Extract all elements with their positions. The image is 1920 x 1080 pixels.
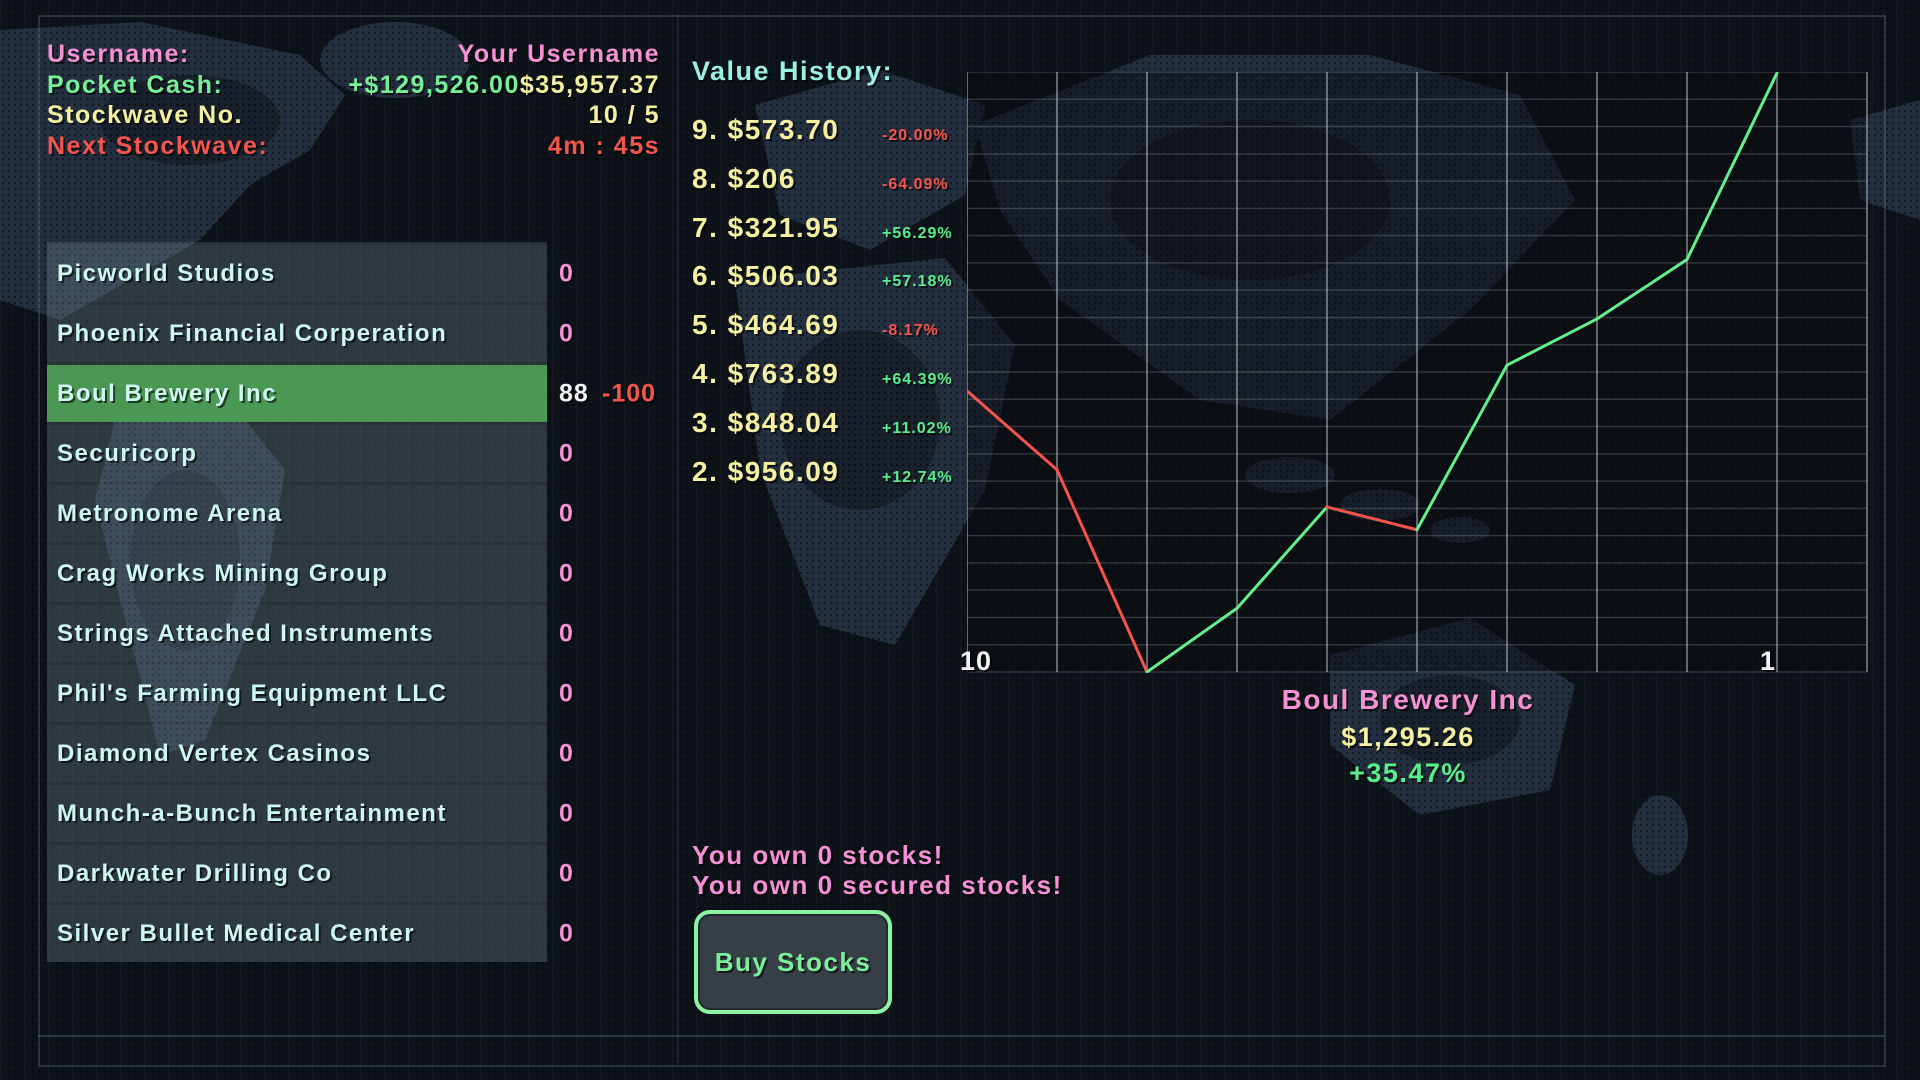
company-row[interactable]: Boul Brewery Inc 88 -100 — [47, 365, 655, 422]
chart-company-name: Boul Brewery Inc — [1281, 684, 1535, 715]
stock-chart — [967, 72, 1868, 673]
history-percent: +64.39% — [882, 370, 953, 388]
owned-stocks-text: You own 0 stocks! — [692, 840, 944, 870]
owned-count: 0 — [559, 919, 574, 947]
x-axis-label-left: 10 — [960, 646, 993, 676]
company-row[interactable]: Crag Works Mining Group 0 — [47, 545, 573, 602]
player-info-panel: Username: Your Username Pocket Cash: +$1… — [47, 40, 660, 162]
company-row[interactable]: Strings Attached Instruments 0 — [47, 605, 573, 662]
company-name: Phoenix Financial Corperation — [57, 319, 448, 347]
company-name: Phil's Farming Equipment LLC — [57, 679, 448, 707]
company-row[interactable]: Securicorp 0 — [47, 425, 573, 482]
company-name: Strings Attached Instruments — [57, 619, 435, 647]
owned-count: 0 — [559, 679, 574, 707]
chart-segment-up — [1595, 258, 1689, 321]
history-percent: +12.74% — [882, 468, 953, 486]
username-value: Your Username — [457, 40, 660, 68]
history-percent: +11.02% — [882, 419, 952, 437]
company-row[interactable]: Phil's Farming Equipment LLC 0 — [47, 665, 573, 722]
chart-current-value: $1,295.26 — [1341, 722, 1475, 752]
history-percent: -20.00% — [882, 127, 949, 144]
history-price: 6. $506.03 — [692, 260, 840, 292]
owned-secured-stocks-text: You own 0 secured stocks! — [692, 870, 1063, 900]
company-row[interactable]: Picworld Studios 0 — [47, 245, 573, 302]
value-history-entry: 2. $956.09 +12.74% — [692, 456, 992, 505]
chart-segment-down — [967, 389, 1059, 472]
chart-segment-up — [1505, 317, 1599, 367]
next-stockwave-label: Next Stockwave: — [47, 131, 269, 160]
company-name: Crag Works Mining Group — [57, 559, 389, 587]
value-history-entry: 8. $206 -64.09% — [692, 163, 992, 212]
stock-chart-svg — [967, 72, 1868, 673]
owned-count: 0 — [559, 319, 574, 347]
history-price: 3. $848.04 — [692, 406, 840, 438]
history-price: 8. $206 — [692, 162, 796, 194]
pocket-cash-row: Pocket Cash: +$129,526.00$35,957.37 — [47, 71, 660, 102]
value-history-entry: 7. $321.95 +56.29% — [692, 212, 992, 261]
pocket-cash-values: +$129,526.00$35,957.37 — [348, 71, 660, 100]
history-percent: +57.18% — [882, 273, 953, 291]
company-name: Metronome Arena — [57, 499, 283, 527]
owned-count: 0 — [559, 439, 574, 467]
owned-count: 0 — [559, 499, 574, 527]
stockwave-row: Stockwave No. 10 / 5 — [47, 101, 660, 132]
username-row: Username: Your Username — [47, 40, 660, 71]
history-price: 4. $763.89 — [692, 357, 840, 389]
value-history-entry: 9. $573.70 -20.00% — [692, 114, 992, 163]
history-percent: -64.09% — [882, 175, 949, 193]
company-row[interactable]: Phoenix Financial Corperation 0 — [47, 305, 573, 362]
stockwave-value: 10 / 5 — [588, 101, 660, 129]
company-name: Diamond Vertex Casinos — [57, 739, 372, 767]
company-name: Boul Brewery Inc — [57, 379, 278, 407]
owned-count: 0 — [559, 559, 574, 587]
next-stockwave-row: Next Stockwave: 4m : 45s — [47, 132, 660, 163]
chart-segment-down — [1055, 468, 1149, 673]
value-history-entry: 5. $464.69 -8.17% — [692, 309, 992, 358]
owned-count: 0 — [559, 619, 574, 647]
company-row[interactable]: Metronome Arena 0 — [47, 485, 573, 542]
value-history-list: 9. $573.70 -20.00% 8. $206 -64.09% 7. $321.9… — [692, 114, 992, 504]
x-axis-label-right: 1 — [1760, 646, 1777, 676]
company-list: Picworld Studios 0 Phoenix Financial Corpe… — [47, 245, 655, 965]
chart-segment-up — [1685, 72, 1779, 262]
pocket-cash-delta: +$129,526.00 — [348, 70, 520, 99]
company-name: Picworld Studios — [57, 259, 276, 287]
username-label: Username: — [47, 40, 190, 68]
history-percent: -8.17% — [882, 322, 939, 340]
owned-count: 0 — [559, 799, 574, 827]
company-row[interactable]: Diamond Vertex Casinos 0 — [47, 725, 573, 782]
chart-segment-down — [1325, 505, 1419, 532]
value-history-entry: 3. $848.04 +11.02% — [692, 407, 992, 456]
company-name: Silver Bullet Medical Center — [57, 919, 416, 947]
company-row[interactable]: Silver Bullet Medical Center 0 — [47, 905, 573, 962]
owned-count: 0 — [559, 259, 574, 287]
owned-count: 0 — [559, 739, 574, 767]
owned-count: 0 — [559, 859, 574, 887]
company-row[interactable]: Darkwater Drilling Co 0 — [47, 845, 573, 902]
company-name: Darkwater Drilling Co — [57, 859, 333, 887]
company-name: Securicorp — [57, 439, 198, 467]
history-percent: +56.29% — [882, 224, 953, 242]
chart-segment-up — [1235, 505, 1329, 610]
owned-delta: -100 — [602, 379, 657, 407]
buy-stocks-button[interactable]: Buy Stocks — [694, 910, 892, 1014]
value-history-entry: 6. $506.03 +57.18% — [692, 260, 992, 309]
history-price: 7. $321.95 — [692, 211, 840, 243]
chart-segment-up — [1415, 363, 1509, 532]
history-price: 5. $464.69 — [692, 309, 840, 341]
history-price: 9. $573.70 — [692, 114, 840, 145]
history-price: 2. $956.09 — [692, 455, 840, 487]
owned-count: 88 — [559, 379, 589, 407]
chart-footer: Boul Brewery Inc $1,295.26 +35.47% — [1180, 684, 1636, 789]
pocket-cash-value: $35,957.37 — [519, 70, 660, 99]
next-stockwave-value: 4m : 45s — [547, 131, 660, 160]
company-name: Munch-a-Bunch Entertainment — [57, 799, 447, 827]
value-history-title: Value History: — [692, 56, 894, 86]
value-history-entry: 4. $763.89 +64.39% — [692, 358, 992, 407]
stockwave-label: Stockwave No. — [47, 101, 243, 129]
pocket-cash-label: Pocket Cash: — [47, 70, 224, 99]
chart-percent-change: +35.47% — [1349, 758, 1467, 788]
company-row[interactable]: Munch-a-Bunch Entertainment 0 — [47, 785, 573, 842]
